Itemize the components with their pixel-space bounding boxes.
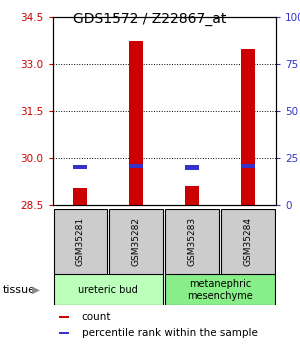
Text: GSM35282: GSM35282	[132, 217, 141, 266]
Text: percentile rank within the sample: percentile rank within the sample	[82, 328, 257, 338]
Bar	[74, 165, 87, 169]
Text: tissue: tissue	[3, 285, 36, 295]
Bar	[129, 41, 143, 205]
Bar	[165, 274, 275, 305]
Text: ureteric bud: ureteric bud	[79, 285, 138, 295]
Bar	[54, 209, 107, 274]
Text: GSM35283: GSM35283	[188, 217, 197, 266]
Bar	[185, 166, 199, 169]
Bar	[165, 209, 219, 274]
Bar	[54, 274, 163, 305]
Bar	[185, 186, 199, 205]
Bar	[74, 188, 87, 205]
Bar	[241, 49, 255, 205]
Text: metanephric
mesenchyme: metanephric mesenchyme	[187, 279, 253, 300]
Bar	[59, 316, 69, 318]
Bar	[241, 164, 255, 168]
Bar	[221, 209, 275, 274]
Bar	[110, 209, 163, 274]
Text: GSM35281: GSM35281	[76, 217, 85, 266]
Text: ▶: ▶	[32, 285, 40, 295]
Bar	[59, 332, 69, 334]
Bar	[129, 164, 143, 168]
Text: GDS1572 / Z22867_at: GDS1572 / Z22867_at	[73, 12, 227, 26]
Text: count: count	[82, 312, 111, 322]
Text: GSM35284: GSM35284	[244, 217, 253, 266]
